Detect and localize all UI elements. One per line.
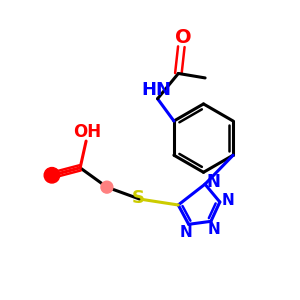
Text: HN: HN bbox=[141, 81, 171, 99]
Text: OH: OH bbox=[73, 123, 101, 141]
Text: N: N bbox=[222, 193, 235, 208]
Text: N: N bbox=[206, 173, 220, 191]
Text: N: N bbox=[208, 222, 220, 237]
Circle shape bbox=[101, 181, 113, 193]
Text: O: O bbox=[175, 28, 191, 47]
Circle shape bbox=[44, 167, 60, 183]
Text: N: N bbox=[179, 225, 192, 240]
Text: S: S bbox=[132, 189, 145, 207]
